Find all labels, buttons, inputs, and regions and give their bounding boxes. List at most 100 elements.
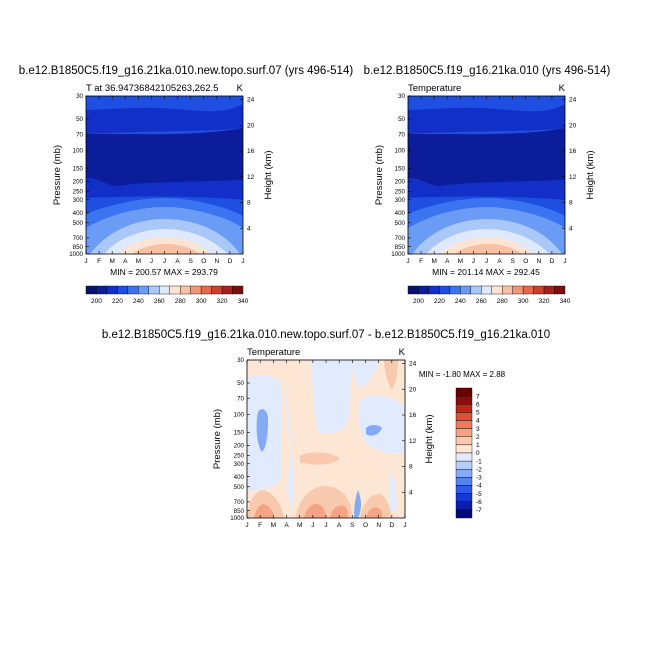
min-max-label: MIN = -1.80 MAX = 2.88 [419,370,506,379]
colorbar-swatch [455,436,473,446]
band [408,96,565,112]
x-tick-label: N [536,258,541,265]
height-tick-label: 12 [409,438,417,445]
x-tick-label: M [271,522,276,529]
panel-top-right: b.e12.B1850C5.f19_g16.21ka.010 (yrs 496-… [364,65,611,305]
colorbar-swatch [455,469,473,478]
x-tick-label: M [136,258,141,265]
colorbar-swatch [455,412,473,421]
pressure-tick-label: 300 [234,461,245,468]
x-tick-label: S [350,522,355,529]
band [86,178,243,200]
colorbar-swatch [481,285,492,295]
y-axis-label-left: Pressure (mb) [374,145,385,205]
colorbar-swatch [117,285,129,295]
band [366,425,382,436]
colorbar-swatch [211,285,223,295]
pressure-tick-label: 150 [395,166,406,173]
band [408,178,565,200]
pressure-tick-label: 400 [73,210,84,217]
band [358,395,405,454]
panel-title: b.e12.B1850C5.f19_g16.21ka.010.new.topo.… [19,65,354,77]
panel-title: b.e12.B1850C5.f19_g16.21ka.010 (yrs 496-… [364,65,611,77]
pressure-tick-label: 50 [398,116,405,123]
pressure-tick-label: 1000 [69,251,83,258]
pressure-tick-label: 850 [395,244,406,251]
contour-field [86,96,243,254]
pressure-tick-label: 70 [237,395,244,402]
colorbar-label: -7 [476,507,482,514]
pressure-tick-label: 30 [398,93,405,100]
height-tick-label: 8 [409,464,413,471]
band [254,504,274,518]
panel-subtitle-right: K [559,83,566,94]
colorbar-label: 0 [476,450,480,457]
height-tick-label: 16 [409,412,417,419]
x-tick-label: J [406,258,409,265]
min-max-label: MIN = 200.57 MAX = 293.79 [110,267,218,277]
x-tick-label: M [297,522,302,529]
colorbar-swatch [455,444,473,454]
colorbar-label: 1 [476,442,480,449]
band [388,470,397,512]
colorbar-swatch [455,404,473,413]
colorbar-swatch [169,285,181,295]
colorbar-swatch [455,420,473,429]
colorbar-swatch [554,285,566,295]
x-tick-label: A [497,258,502,265]
pressure-tick-label: 500 [73,220,84,227]
colorbar-swatch [512,285,524,295]
x-tick-label: J [485,258,488,265]
contour-field [247,360,405,518]
pressure-tick-label: 200 [234,443,245,450]
colorbar-label: -1 [476,458,482,465]
colorbar-label: 4 [476,418,480,425]
colorbar-label: 300 [196,298,207,305]
x-tick-label: A [123,258,128,265]
pressure-tick-label: 150 [234,430,245,437]
pressure-tick-label: 400 [234,474,245,481]
colorbar-swatch [502,285,513,295]
pressure-tick-label: 850 [234,508,245,515]
colorbar-swatch [418,285,430,295]
colorbar-swatch [455,452,473,462]
colorbar-swatch [533,285,545,295]
pressure-tick-label: 500 [395,220,406,227]
colorbar-swatch [449,285,461,295]
band [366,507,382,518]
pressure-tick-label: 300 [73,197,84,204]
contour-field [408,96,565,254]
height-tick-label: 16 [247,148,255,155]
colorbar-label: 240 [455,298,466,305]
panel-subtitle-right: K [399,347,406,358]
colorbar-label: 320 [539,298,550,305]
colorbar-swatch [455,387,473,397]
colorbar-label: -2 [476,466,482,473]
y-axis-label-left: Pressure (mb) [52,145,63,205]
x-tick-label: F [258,522,262,529]
x-tick-label: S [188,258,193,265]
band [86,128,243,187]
x-tick-label: J [563,258,566,265]
colorbar-swatch [106,285,118,295]
colorbar-swatch [138,285,149,295]
x-tick-label: S [510,258,515,265]
colorbar-label: 340 [560,298,571,305]
colorbar-swatch [543,285,555,295]
colorbar-swatch [96,285,108,295]
band [300,452,340,465]
colorbar-label: 280 [175,298,186,305]
colorbar-label: -6 [476,499,482,506]
colorbar-label: 280 [497,298,508,305]
colorbar-swatch [428,285,440,295]
colorbar-label: 320 [217,298,228,305]
colorbar-swatch [221,285,233,295]
colorbar-label: -4 [476,483,482,490]
pressure-tick-label: 700 [395,235,406,242]
x-tick-label: O [523,258,528,265]
colorbar-label: -3 [476,475,482,482]
colorbar-label: 220 [112,298,123,305]
x-tick-label: A [337,522,342,529]
colorbar-swatch [148,285,160,295]
pressure-tick-label: 1000 [230,515,244,522]
